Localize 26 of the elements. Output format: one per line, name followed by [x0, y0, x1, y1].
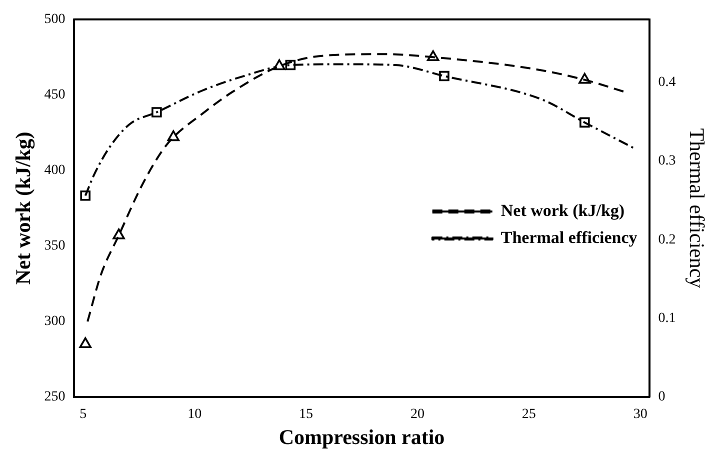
point — [79, 337, 92, 348]
x-tick-label: 10 — [188, 407, 202, 422]
y-tick-label: 300 — [44, 314, 66, 330]
y2-tick-label: 0.3 — [658, 154, 676, 169]
y2-axis-title: Thermal efficiency — [684, 128, 709, 289]
y-tick-label: 400 — [44, 163, 66, 178]
x-tick-label: 15 — [299, 407, 314, 422]
x-tick-label: 25 — [522, 407, 536, 422]
y2-tick-label: 0.1 — [658, 311, 676, 326]
y2-tick-label: 0.4 — [658, 75, 676, 90]
y-tick-label: 450 — [44, 88, 66, 103]
y-tick-label: 350 — [44, 238, 66, 254]
point — [152, 107, 162, 118]
y-axis-title: Net work (kJ/kg) — [11, 132, 36, 285]
legend-label: Net work (kJ/kg) — [500, 200, 625, 220]
x-tick-label: 20 — [410, 407, 424, 422]
y2-tick-label: 0.2 — [658, 232, 676, 248]
y-tick-label: 250 — [44, 390, 66, 405]
legend-label: Thermal efficiency — [500, 228, 638, 247]
y-tick-label: 500 — [44, 12, 66, 28]
point — [112, 228, 125, 240]
x-axis-title: Compression ratio — [278, 424, 445, 449]
y2-tick-label: 0 — [658, 390, 666, 405]
point — [167, 130, 180, 142]
x-tick-label: 30 — [633, 407, 648, 422]
x-tick-label: 5 — [80, 407, 87, 422]
